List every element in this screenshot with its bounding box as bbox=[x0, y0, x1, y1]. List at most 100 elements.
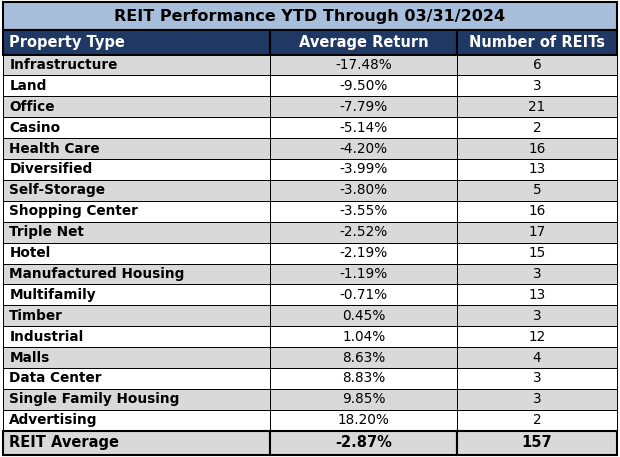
Text: 3: 3 bbox=[533, 372, 541, 385]
Text: 16: 16 bbox=[528, 142, 546, 155]
FancyBboxPatch shape bbox=[270, 159, 458, 180]
FancyBboxPatch shape bbox=[3, 410, 270, 430]
FancyBboxPatch shape bbox=[270, 117, 458, 138]
FancyBboxPatch shape bbox=[3, 389, 270, 410]
Text: 12: 12 bbox=[528, 329, 546, 344]
Text: -3.80%: -3.80% bbox=[340, 183, 388, 197]
FancyBboxPatch shape bbox=[3, 201, 270, 222]
FancyBboxPatch shape bbox=[270, 347, 458, 368]
FancyBboxPatch shape bbox=[458, 138, 617, 159]
Text: 17: 17 bbox=[528, 225, 546, 239]
Text: Multifamily: Multifamily bbox=[9, 288, 96, 302]
Text: -2.19%: -2.19% bbox=[340, 246, 388, 260]
Text: 4: 4 bbox=[533, 351, 541, 365]
FancyBboxPatch shape bbox=[3, 75, 270, 96]
FancyBboxPatch shape bbox=[270, 75, 458, 96]
FancyBboxPatch shape bbox=[458, 201, 617, 222]
FancyBboxPatch shape bbox=[270, 222, 458, 243]
FancyBboxPatch shape bbox=[3, 347, 270, 368]
Text: 3: 3 bbox=[533, 79, 541, 93]
FancyBboxPatch shape bbox=[270, 54, 458, 75]
Text: 16: 16 bbox=[528, 204, 546, 218]
FancyBboxPatch shape bbox=[270, 389, 458, 410]
Text: 157: 157 bbox=[522, 435, 552, 450]
FancyBboxPatch shape bbox=[270, 243, 458, 264]
Text: Land: Land bbox=[9, 79, 46, 93]
Text: -4.20%: -4.20% bbox=[340, 142, 388, 155]
Text: -9.50%: -9.50% bbox=[340, 79, 388, 93]
Text: -2.87%: -2.87% bbox=[335, 435, 392, 450]
Text: REIT Average: REIT Average bbox=[9, 435, 119, 450]
FancyBboxPatch shape bbox=[3, 243, 270, 264]
Text: 3: 3 bbox=[533, 393, 541, 406]
FancyBboxPatch shape bbox=[270, 96, 458, 117]
FancyBboxPatch shape bbox=[458, 410, 617, 430]
Text: 2: 2 bbox=[533, 121, 541, 135]
Text: -3.55%: -3.55% bbox=[340, 204, 388, 218]
Text: -7.79%: -7.79% bbox=[340, 100, 388, 114]
FancyBboxPatch shape bbox=[3, 159, 270, 180]
Text: 18.20%: 18.20% bbox=[338, 413, 389, 427]
FancyBboxPatch shape bbox=[458, 31, 617, 54]
Text: 9.85%: 9.85% bbox=[342, 393, 386, 406]
FancyBboxPatch shape bbox=[3, 96, 270, 117]
Text: 15: 15 bbox=[528, 246, 546, 260]
Text: -0.71%: -0.71% bbox=[340, 288, 388, 302]
Text: 0.45%: 0.45% bbox=[342, 309, 386, 323]
FancyBboxPatch shape bbox=[3, 54, 270, 75]
Text: Average Return: Average Return bbox=[299, 35, 428, 50]
FancyBboxPatch shape bbox=[270, 31, 458, 54]
FancyBboxPatch shape bbox=[3, 264, 270, 284]
Text: 13: 13 bbox=[528, 163, 546, 176]
Text: 5: 5 bbox=[533, 183, 541, 197]
FancyBboxPatch shape bbox=[458, 180, 617, 201]
Text: Casino: Casino bbox=[9, 121, 60, 135]
Text: Self-Storage: Self-Storage bbox=[9, 183, 105, 197]
Text: Data Center: Data Center bbox=[9, 372, 102, 385]
Text: 21: 21 bbox=[528, 100, 546, 114]
FancyBboxPatch shape bbox=[270, 305, 458, 326]
FancyBboxPatch shape bbox=[458, 347, 617, 368]
FancyBboxPatch shape bbox=[458, 326, 617, 347]
Text: 1.04%: 1.04% bbox=[342, 329, 386, 344]
Text: Shopping Center: Shopping Center bbox=[9, 204, 138, 218]
Text: -2.52%: -2.52% bbox=[340, 225, 388, 239]
Text: Advertising: Advertising bbox=[9, 413, 98, 427]
FancyBboxPatch shape bbox=[458, 264, 617, 284]
FancyBboxPatch shape bbox=[270, 201, 458, 222]
FancyBboxPatch shape bbox=[458, 159, 617, 180]
Text: -1.19%: -1.19% bbox=[340, 267, 388, 281]
FancyBboxPatch shape bbox=[458, 430, 617, 455]
FancyBboxPatch shape bbox=[3, 2, 617, 31]
FancyBboxPatch shape bbox=[270, 410, 458, 430]
Text: Office: Office bbox=[9, 100, 55, 114]
Text: Single Family Housing: Single Family Housing bbox=[9, 393, 180, 406]
FancyBboxPatch shape bbox=[270, 430, 458, 455]
FancyBboxPatch shape bbox=[3, 430, 270, 455]
FancyBboxPatch shape bbox=[458, 243, 617, 264]
FancyBboxPatch shape bbox=[3, 117, 270, 138]
Text: Malls: Malls bbox=[9, 351, 50, 365]
FancyBboxPatch shape bbox=[458, 75, 617, 96]
Text: 2: 2 bbox=[533, 413, 541, 427]
FancyBboxPatch shape bbox=[3, 326, 270, 347]
Text: REIT Performance YTD Through 03/31/2024: REIT Performance YTD Through 03/31/2024 bbox=[115, 9, 505, 24]
FancyBboxPatch shape bbox=[3, 138, 270, 159]
FancyBboxPatch shape bbox=[458, 54, 617, 75]
FancyBboxPatch shape bbox=[3, 305, 270, 326]
Text: Industrial: Industrial bbox=[9, 329, 84, 344]
Text: 3: 3 bbox=[533, 309, 541, 323]
Text: Triple Net: Triple Net bbox=[9, 225, 84, 239]
FancyBboxPatch shape bbox=[458, 222, 617, 243]
FancyBboxPatch shape bbox=[270, 368, 458, 389]
Text: Timber: Timber bbox=[9, 309, 63, 323]
FancyBboxPatch shape bbox=[3, 31, 270, 54]
FancyBboxPatch shape bbox=[270, 264, 458, 284]
Text: Hotel: Hotel bbox=[9, 246, 51, 260]
Text: Property Type: Property Type bbox=[9, 35, 125, 50]
FancyBboxPatch shape bbox=[270, 284, 458, 305]
Text: -5.14%: -5.14% bbox=[340, 121, 388, 135]
FancyBboxPatch shape bbox=[3, 222, 270, 243]
FancyBboxPatch shape bbox=[458, 389, 617, 410]
Text: 13: 13 bbox=[528, 288, 546, 302]
